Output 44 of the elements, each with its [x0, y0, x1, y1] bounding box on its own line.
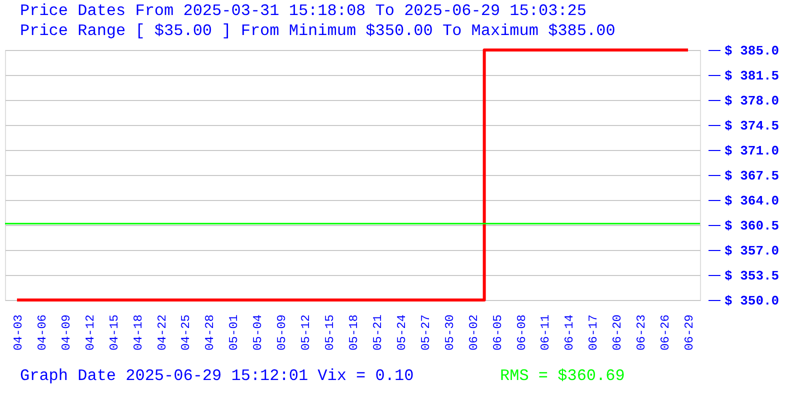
x-tick-label: 04-25 [179, 314, 194, 351]
x-tick-label: 06-08 [514, 314, 529, 351]
x-tick-label: 06-20 [610, 314, 625, 351]
x-tick-label: 05-09 [275, 314, 290, 351]
y-tick-label: $ 367.5 [724, 168, 780, 184]
x-tick-label: 06-26 [658, 314, 673, 351]
y-tick-label: $ 381.5 [724, 68, 780, 84]
y-tick-label: $ 374.5 [724, 118, 780, 134]
x-tick-label: 04-12 [83, 314, 98, 351]
chart-subtitle: Price Range [ $35.00 ] From Minimum $350.00 To Maximum $385.00 [20, 22, 616, 40]
x-tick-label: 05-24 [394, 314, 409, 351]
y-tick-label: $ 371.0 [724, 144, 780, 158]
y-tick-label: $ 357.0 [724, 244, 780, 258]
chart-title: Price Dates From 2025-03-31 15:18:08 To 2025-06-29 15:03:25 [20, 2, 586, 20]
x-tick-label: 06-14 [562, 314, 577, 351]
x-tick-label: 05-12 [299, 314, 314, 351]
x-tick-label: 04-15 [107, 314, 122, 351]
x-tick-label: 06-17 [586, 314, 601, 351]
y-tick-label: $ 353.5 [724, 268, 780, 284]
text: Graph Date 2025-06-29 15:12:01 Vix = 0.10 [20, 367, 414, 385]
x-tick-label: 04-09 [59, 314, 74, 351]
x-tick-label: 06-02 [466, 314, 481, 351]
x-tick-label: 04-22 [155, 314, 170, 351]
y-tick-label: $ 364.0 [724, 194, 780, 208]
x-tick-label: 05-27 [418, 314, 433, 351]
y-tick-label: $ 385.0 [724, 44, 780, 58]
x-tick-label: 06-23 [634, 314, 649, 351]
x-tick-label: 05-21 [370, 314, 385, 351]
x-tick-label: 05-15 [323, 314, 338, 351]
x-tick-label: 05-30 [442, 314, 457, 351]
x-tick-label: 04-06 [35, 314, 50, 351]
x-tick-label: 05-01 [227, 314, 242, 351]
x-tick-label: 06-05 [490, 314, 505, 351]
ref-line-label: RMS = $360.69 [500, 367, 625, 385]
y-tick-label: $ 360.5 [724, 218, 780, 234]
x-tick-label: 06-11 [538, 314, 553, 351]
y-tick-label: $ 378.0 [724, 94, 780, 108]
x-tick-label: 05-18 [347, 314, 361, 351]
x-tick-label: 05-04 [251, 314, 266, 351]
x-tick-label: 04-18 [131, 314, 146, 351]
y-tick-label: $ 350.0 [724, 294, 780, 308]
x-tick-label: 04-03 [11, 314, 26, 351]
x-tick-label: 04-28 [203, 314, 218, 351]
x-tick-label: 06-29 [682, 314, 697, 351]
